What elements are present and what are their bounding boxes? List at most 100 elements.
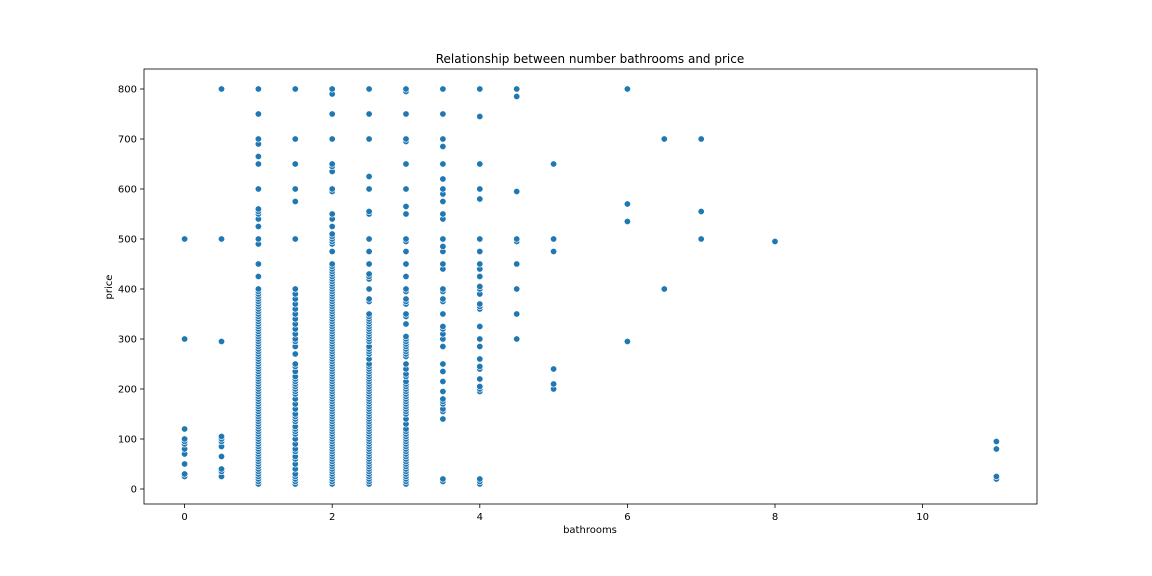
data-point	[476, 85, 484, 93]
data-point	[402, 135, 410, 143]
x-tick-label: 6	[624, 512, 630, 523]
data-point	[217, 465, 225, 473]
data-point	[291, 160, 299, 168]
y-tick-label: 600	[118, 185, 137, 196]
x-tick-label: 0	[181, 512, 187, 523]
data-point	[402, 85, 410, 93]
y-tick-label: 800	[118, 85, 137, 96]
data-point	[623, 218, 631, 226]
data-point	[217, 235, 225, 243]
data-point	[439, 310, 447, 318]
data-point	[439, 377, 447, 385]
data-point	[328, 135, 336, 143]
data-point	[365, 310, 373, 318]
data-point	[550, 380, 558, 388]
data-point	[365, 110, 373, 118]
data-point	[365, 135, 373, 143]
x-tick-label: 8	[772, 512, 778, 523]
data-point	[365, 185, 373, 193]
data-point	[476, 362, 484, 370]
data-point	[550, 248, 558, 256]
data-point	[771, 238, 779, 246]
data-point	[476, 260, 484, 268]
data-point	[254, 223, 262, 231]
data-point	[402, 203, 410, 211]
data-point	[476, 235, 484, 243]
data-point	[476, 195, 484, 203]
data-point	[439, 110, 447, 118]
data-point	[992, 437, 1000, 445]
data-point	[550, 365, 558, 373]
data-point	[291, 350, 299, 358]
data-point	[181, 460, 189, 468]
data-point	[476, 248, 484, 256]
data-point	[476, 355, 484, 363]
data-point	[476, 342, 484, 350]
y-tick-label: 100	[118, 435, 137, 446]
data-point	[254, 135, 262, 143]
data-point	[513, 93, 521, 101]
y-tick-label: 200	[118, 385, 137, 396]
data-point	[402, 285, 410, 293]
data-point	[476, 113, 484, 121]
data-point	[439, 135, 447, 143]
data-point	[513, 335, 521, 343]
data-point	[291, 235, 299, 243]
data-point	[439, 295, 447, 303]
data-point	[402, 332, 410, 340]
data-point	[254, 85, 262, 93]
data-point	[476, 322, 484, 330]
data-point	[328, 160, 336, 168]
y-tick-label: 700	[118, 135, 137, 146]
data-point	[439, 143, 447, 151]
data-point	[623, 200, 631, 208]
data-point	[254, 272, 262, 280]
data-point	[476, 375, 484, 383]
data-point	[365, 270, 373, 278]
data-point	[181, 470, 189, 478]
data-point	[550, 160, 558, 168]
data-point	[697, 135, 705, 143]
x-tick-label: 4	[477, 512, 483, 523]
data-point	[181, 235, 189, 243]
data-point	[402, 320, 410, 328]
data-point	[476, 475, 484, 483]
data-point	[328, 185, 336, 193]
data-point	[439, 210, 447, 218]
data-point	[439, 85, 447, 93]
data-point	[365, 248, 373, 256]
data-point	[365, 173, 373, 181]
data-point	[291, 198, 299, 206]
data-point	[365, 235, 373, 243]
data-point	[439, 198, 447, 206]
data-point	[476, 272, 484, 280]
data-point	[476, 282, 484, 290]
data-point	[439, 243, 447, 251]
data-point	[328, 230, 336, 238]
data-point	[439, 285, 447, 293]
data-point	[181, 425, 189, 433]
data-point	[439, 160, 447, 168]
data-point	[402, 272, 410, 280]
data-point	[402, 185, 410, 193]
data-point	[476, 382, 484, 390]
data-point	[623, 337, 631, 345]
y-tick-label: 300	[118, 335, 137, 346]
data-point	[513, 310, 521, 318]
data-point	[254, 185, 262, 193]
data-point	[402, 295, 410, 303]
data-point	[254, 205, 262, 213]
data-point	[328, 260, 336, 268]
data-point	[291, 285, 299, 293]
x-tick-label: 10	[916, 512, 929, 523]
data-point	[291, 185, 299, 193]
data-point	[217, 452, 225, 460]
data-point	[328, 210, 336, 218]
data-point	[291, 135, 299, 143]
data-point	[513, 188, 521, 196]
data-point	[439, 360, 447, 368]
data-point	[402, 235, 410, 243]
data-point	[254, 260, 262, 268]
y-tick-label: 500	[118, 235, 137, 246]
